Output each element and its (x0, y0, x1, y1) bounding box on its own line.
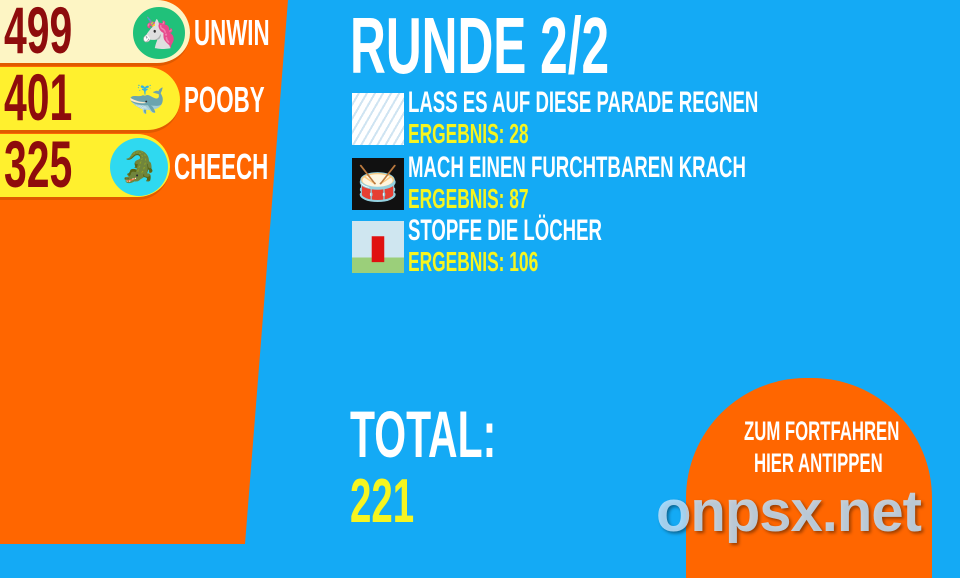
continue-line-1: ZUM FORTFAHREN (744, 416, 900, 446)
player-name: CHEECH (174, 146, 269, 187)
player-name: POOBY (184, 79, 265, 120)
player-name: UNWIN (194, 12, 270, 53)
game-result: ERGEBNIS: 106 (408, 246, 539, 277)
hydrant-thumbnail-icon: ▮ (352, 221, 404, 273)
total-value: 221 (350, 467, 415, 536)
round-title: RUNDE 2/2 (350, 1, 610, 90)
drum-thumbnail-icon: 🥁 (352, 158, 404, 210)
game-name: LASS ES AUF DIESE PARADE REGNEN (408, 86, 759, 119)
blue-creature-avatar-icon: 🐳 (118, 71, 176, 129)
game-name: STOPFE DIE LÖCHER (408, 214, 602, 247)
crocodile-avatar-icon: 🐊 (110, 138, 168, 196)
rain-parade-thumbnail-icon (352, 93, 404, 145)
game-name: MACH EINEN FURCHTBAREN KRACH (408, 151, 746, 184)
player-score: 499 (4, 0, 73, 67)
player-score: 401 (4, 60, 73, 134)
watermark-logo: onpsx.net (656, 479, 922, 544)
game-result: ERGEBNIS: 28 (408, 118, 529, 149)
player-score: 325 (4, 127, 73, 201)
continue-line-2: HIER ANTIPPEN (754, 448, 883, 478)
continue-button[interactable]: ZUM FORTFAHREN HIER ANTIPPEN (686, 378, 932, 578)
total-label: TOTAL: (350, 397, 497, 471)
unicorn-avatar-icon: 🦄 (130, 4, 188, 62)
game-result: ERGEBNIS: 87 (408, 183, 529, 214)
